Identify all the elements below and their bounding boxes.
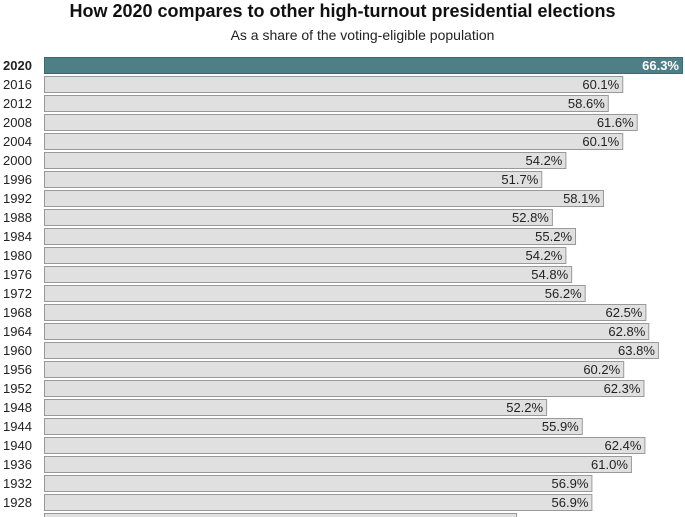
data-label: 62.3% xyxy=(604,381,641,396)
bar-1968 xyxy=(45,305,646,321)
data-label: 61.0% xyxy=(591,457,628,472)
data-label: 62.4% xyxy=(605,438,642,453)
bar-1928 xyxy=(45,495,592,511)
data-label: 56.9% xyxy=(552,495,589,510)
y-tick-label: 2004 xyxy=(3,134,32,149)
y-tick-label: 2008 xyxy=(3,115,32,130)
data-label: 52.2% xyxy=(506,400,543,415)
data-label: 52.8% xyxy=(512,210,549,225)
data-label: 62.8% xyxy=(608,324,645,339)
data-label: 60.2% xyxy=(583,362,620,377)
y-tick-label: 1960 xyxy=(3,343,32,358)
bar-1976 xyxy=(45,267,572,283)
data-label: 55.9% xyxy=(542,419,579,434)
y-tick-label: 1936 xyxy=(3,457,32,472)
bar-1952 xyxy=(45,381,644,397)
data-label: 60.1% xyxy=(582,77,619,92)
bar-2016 xyxy=(45,77,623,93)
data-label: 66.3% xyxy=(642,58,679,73)
bar-2012 xyxy=(45,96,609,112)
bar-1940 xyxy=(45,438,645,454)
data-label: 54.2% xyxy=(526,153,563,168)
data-label: 58.6% xyxy=(568,96,605,111)
bar-1936 xyxy=(45,457,632,473)
y-tick-label: 1944 xyxy=(3,419,32,434)
data-label: 51.7% xyxy=(501,172,538,187)
bar-1972 xyxy=(45,286,586,302)
y-tick-label: 1976 xyxy=(3,267,32,282)
data-label: 60.1% xyxy=(582,134,619,149)
y-tick-label: 1964 xyxy=(3,324,32,339)
y-tick-label: 1948 xyxy=(3,400,32,415)
bar-1992 xyxy=(45,191,604,207)
data-label: 54.2% xyxy=(526,248,563,263)
data-label: 56.9% xyxy=(552,476,589,491)
y-tick-label: 1928 xyxy=(3,495,32,510)
y-tick-label: 1940 xyxy=(3,438,32,453)
y-tick-label: 1988 xyxy=(3,210,32,225)
y-tick-label: 1996 xyxy=(3,172,32,187)
bar-1984 xyxy=(45,229,576,245)
bar-2008 xyxy=(45,115,638,131)
bar-2020 xyxy=(45,58,683,74)
data-label: 63.8% xyxy=(618,343,655,358)
bar-1932 xyxy=(45,476,592,492)
data-label: 61.6% xyxy=(597,115,634,130)
y-tick-label: 2000 xyxy=(3,153,32,168)
y-tick-label: 1952 xyxy=(3,381,32,396)
y-tick-label: 1932 xyxy=(3,476,32,491)
bar-1948 xyxy=(45,400,547,416)
y-tick-label: 1968 xyxy=(3,305,32,320)
bar-1980 xyxy=(45,248,566,264)
bar-1964 xyxy=(45,324,649,340)
bar-1996 xyxy=(45,172,542,188)
y-tick-label: 1956 xyxy=(3,362,32,377)
y-tick-label: 1992 xyxy=(3,191,32,206)
data-label: 62.5% xyxy=(606,305,643,320)
bar-2000 xyxy=(45,153,566,169)
data-label: 55.2% xyxy=(535,229,572,244)
y-tick-label: 1984 xyxy=(3,229,32,244)
bar-partial xyxy=(45,514,517,517)
y-tick-label: 2016 xyxy=(3,77,32,92)
y-tick-label: 1972 xyxy=(3,286,32,301)
bar-1960 xyxy=(45,343,659,359)
bar-1956 xyxy=(45,362,624,378)
bar-2004 xyxy=(45,134,623,150)
y-tick-label: 2012 xyxy=(3,96,32,111)
y-tick-label: 2020 xyxy=(3,58,32,73)
bar-1988 xyxy=(45,210,553,226)
bar-1944 xyxy=(45,419,583,435)
data-label: 56.2% xyxy=(545,286,582,301)
y-tick-label: 1980 xyxy=(3,248,32,263)
data-label: 54.8% xyxy=(531,267,568,282)
data-label: 58.1% xyxy=(563,191,600,206)
